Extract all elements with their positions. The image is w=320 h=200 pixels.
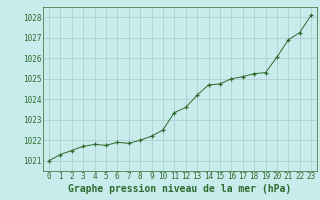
X-axis label: Graphe pression niveau de la mer (hPa): Graphe pression niveau de la mer (hPa) <box>68 184 292 194</box>
